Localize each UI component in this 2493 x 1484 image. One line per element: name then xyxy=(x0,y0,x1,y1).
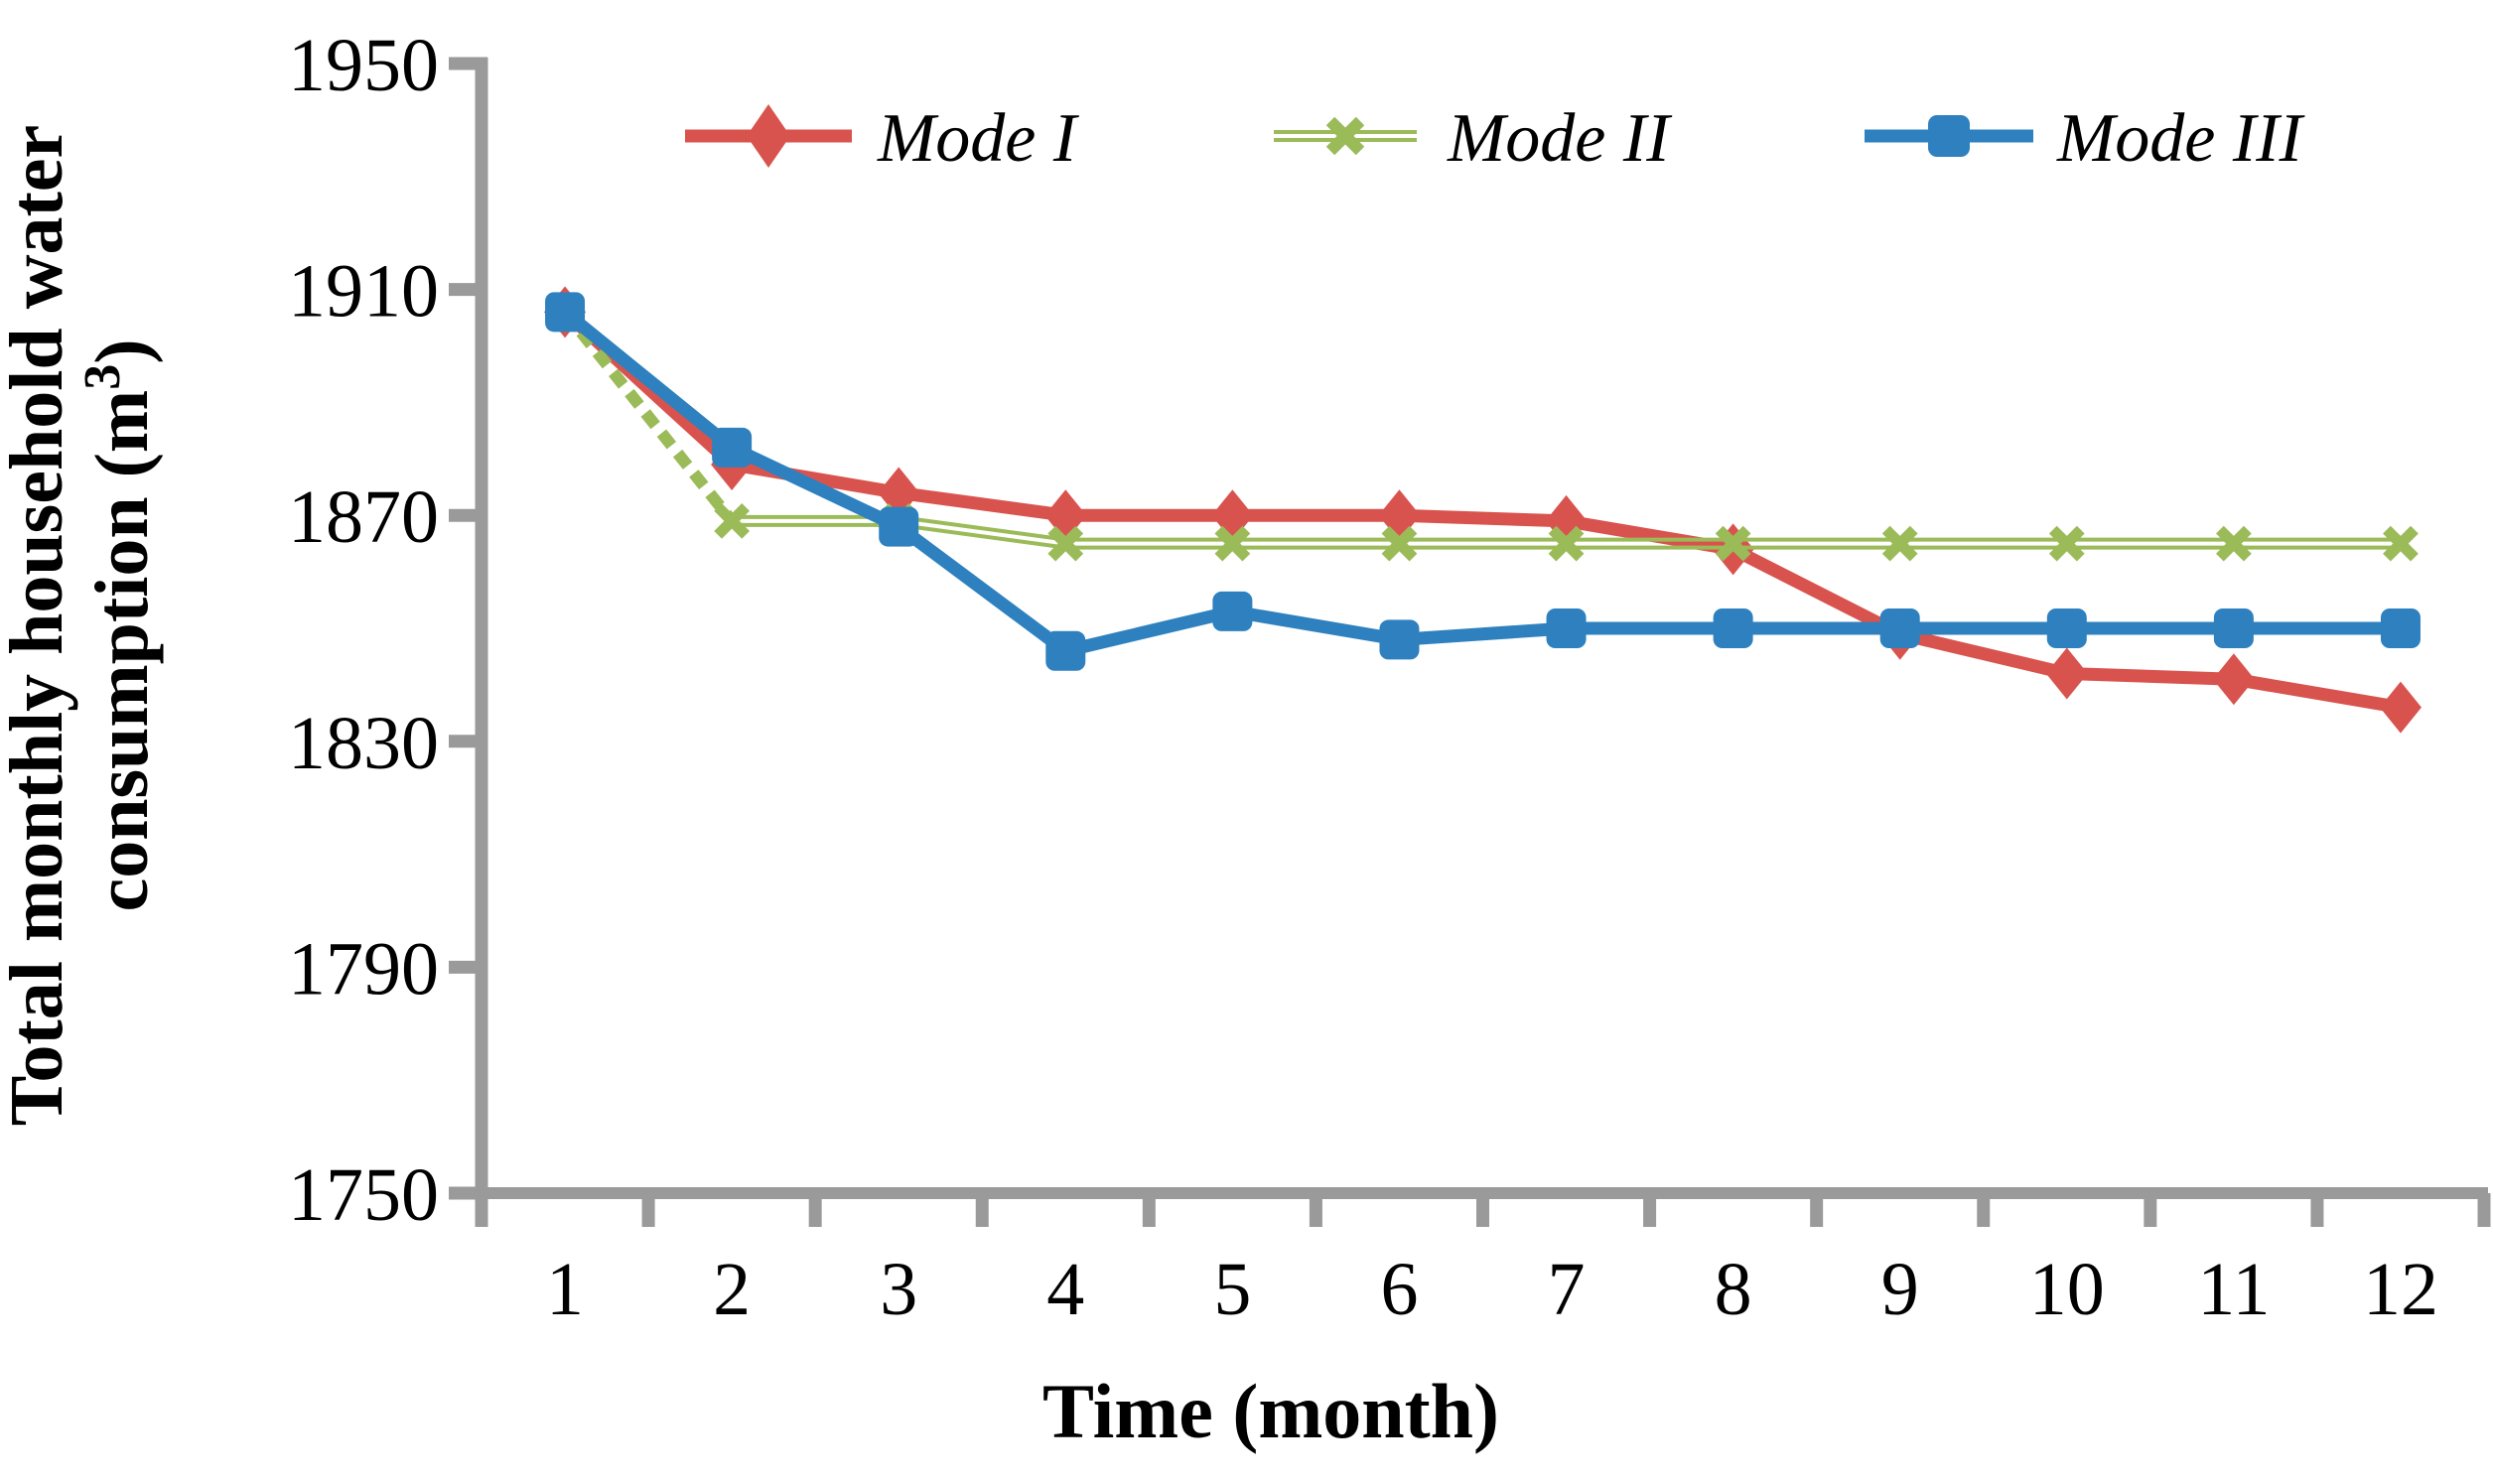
mode-iii-marker-month-6 xyxy=(1379,619,1420,660)
mode-iii-marker-month-2 xyxy=(712,427,753,468)
mode-ii-legend-marker xyxy=(1325,116,1365,156)
series-layer xyxy=(544,286,2422,734)
mode-ii-marker-month-2 xyxy=(714,503,751,539)
mode-iii-marker-month-1 xyxy=(545,292,586,333)
mode-iii-marker-month-10 xyxy=(2046,608,2087,648)
mode-iii-marker-month-3 xyxy=(879,506,919,547)
legend: Mode I Mode II Mode III xyxy=(685,100,2306,177)
mode-iii-marker-month-11 xyxy=(2213,608,2254,648)
x-tick-label: 5 xyxy=(1213,1248,1251,1331)
mode-ii-marker-month-10 xyxy=(2048,525,2085,562)
x-tick-label: 12 xyxy=(2363,1248,2438,1331)
y-axis-title-text: ) xyxy=(80,338,164,363)
x-tick-label: 11 xyxy=(2197,1248,2270,1331)
mode-i-marker-month-11 xyxy=(2212,653,2255,706)
y-tick-label: 1790 xyxy=(288,927,439,1011)
mode-ii-marker-month-12 xyxy=(2383,525,2419,562)
mode-ii-marker-month-7 xyxy=(1548,525,1585,562)
x-tick-label: 6 xyxy=(1380,1248,1418,1331)
mode-ii-line-dashed xyxy=(560,308,737,525)
mode-i-marker-month-12 xyxy=(2379,681,2422,734)
x-axis-title: Time (month) xyxy=(1042,1368,1499,1454)
mode-iii-marker-month-5 xyxy=(1212,591,1253,631)
y-tick-label: 1750 xyxy=(288,1153,439,1237)
legend-item-mode-iii: Mode III xyxy=(1865,100,2306,177)
y-axis-title-line2: consumption (m3) xyxy=(74,338,164,911)
mode-ii-marker-month-8 xyxy=(1715,525,1751,562)
x-tick-label: 8 xyxy=(1715,1248,1752,1331)
mode-iii-marker-month-4 xyxy=(1045,630,1086,671)
mode-ii-legend-label: Mode II xyxy=(1447,100,1673,177)
y-axis-title-line1: Total monthly household water xyxy=(0,125,78,1127)
y-tick-label: 1870 xyxy=(288,475,439,559)
mode-iii-marker-month-7 xyxy=(1546,608,1587,648)
mode-ii-marker-month-5 xyxy=(1214,525,1251,562)
y-tick-label: 1830 xyxy=(288,702,439,785)
x-tick-label: 3 xyxy=(880,1248,917,1331)
x-tick-label: 7 xyxy=(1548,1248,1586,1331)
mode-ii-marker-month-11 xyxy=(2215,525,2252,562)
mode-iii-legend-marker xyxy=(1928,115,1970,157)
mode-ii-marker-month-4 xyxy=(1047,525,1084,562)
mode-i-marker-month-10 xyxy=(2045,647,2088,700)
mode-iii-line xyxy=(560,307,2401,658)
axis-titles: Time (month) Total monthly household wate… xyxy=(0,125,1499,1454)
mode-iii-marker-month-12 xyxy=(2380,608,2421,648)
mode-i-legend-label: Mode I xyxy=(877,100,1080,177)
legend-item-mode-ii: Mode II xyxy=(1274,100,1673,177)
mode-iii-legend-label: Mode III xyxy=(2056,100,2306,177)
y-axis-title-superscript: 3 xyxy=(74,364,131,390)
mode-iii-marker-month-9 xyxy=(1879,608,1920,648)
mode-ii-marker-month-9 xyxy=(1881,525,1918,562)
y-tick-label: 1910 xyxy=(288,250,439,334)
x-tick-label: 4 xyxy=(1046,1248,1084,1331)
x-tick-label: 1 xyxy=(546,1248,584,1331)
mode-iii-marker-month-8 xyxy=(1713,608,1753,648)
x-tick-label: 9 xyxy=(1881,1248,1919,1331)
x-tick-label: 10 xyxy=(2029,1248,2105,1331)
mode-i-line xyxy=(560,307,2403,715)
mode-ii-marker-month-6 xyxy=(1381,525,1418,562)
x-tick-label: 2 xyxy=(713,1248,751,1331)
y-tick-label: 1950 xyxy=(288,24,439,107)
mode-i-legend-marker xyxy=(747,104,790,168)
y-axis-title-text: consumption (m xyxy=(80,390,164,912)
legend-item-mode-i: Mode I xyxy=(685,100,1080,177)
